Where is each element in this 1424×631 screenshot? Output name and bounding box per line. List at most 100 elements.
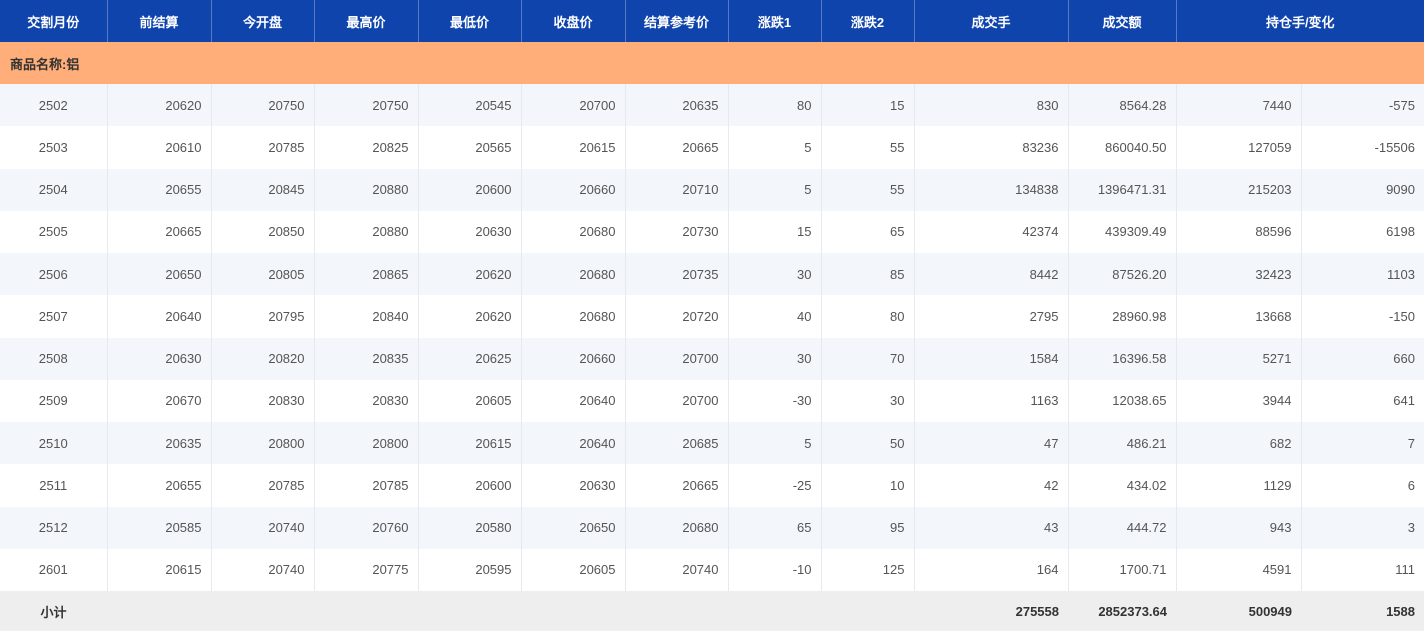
table-cell: 2503: [0, 126, 108, 169]
empty-cell: [728, 591, 821, 631]
table-cell: 641: [1301, 379, 1424, 422]
table-cell: 1103: [1301, 253, 1424, 296]
column-header[interactable]: 最高价: [314, 0, 419, 42]
table-row: 2508 20630 20820 20835 20625 20660 20700 30 70 15…: [0, 337, 1424, 380]
table-cell: 20680: [521, 295, 626, 338]
table-cell: 20835: [314, 337, 419, 380]
table-cell: 3944: [1176, 379, 1302, 422]
table-cell: 1129: [1176, 464, 1302, 507]
table-cell: 20630: [521, 464, 626, 507]
table-row: 2601 20615 20740 20775 20595 20605 20740 -10 125…: [0, 548, 1424, 591]
table-cell: 95: [821, 506, 915, 549]
empty-cell: [107, 591, 211, 631]
table-cell: 20625: [418, 337, 522, 380]
table-cell: 486.21: [1068, 422, 1177, 465]
table-cell: 20880: [314, 168, 419, 211]
table-cell: 20605: [418, 379, 522, 422]
table-cell: 65: [821, 210, 915, 253]
table-cell: 444.72: [1068, 506, 1177, 549]
empty-cell: [211, 591, 314, 631]
table-cell: 5: [728, 422, 822, 465]
table-cell: 20740: [211, 506, 315, 549]
table-cell: 2511: [0, 464, 108, 507]
table-cell: 20720: [625, 295, 729, 338]
table-cell: 13668: [1176, 295, 1302, 338]
column-header[interactable]: 今开盘: [211, 0, 315, 42]
table-cell: 1584: [914, 337, 1069, 380]
subtotal-open-interest: 500949: [1176, 591, 1301, 631]
table-cell: 5: [728, 168, 822, 211]
table-cell: 20640: [521, 422, 626, 465]
empty-cell: [625, 591, 728, 631]
table-cell: 20805: [211, 253, 315, 296]
empty-cell: [418, 591, 521, 631]
table-cell: 2601: [0, 548, 108, 591]
table-cell: 20640: [107, 295, 212, 338]
table-row: 2505 20665 20850 20880 20630 20680 20730 15 65 42…: [0, 210, 1424, 253]
table-cell: 20580: [418, 506, 522, 549]
column-header[interactable]: 涨跌2: [821, 0, 915, 42]
table-cell: 20820: [211, 337, 315, 380]
column-header[interactable]: 持仓手/变化: [1176, 0, 1424, 42]
subtotal-row: 小计 275558 2852373.64 500949 1588: [0, 591, 1424, 631]
table-cell: 682: [1176, 422, 1302, 465]
table-cell: 42374: [914, 210, 1069, 253]
table-cell: 20685: [625, 422, 729, 465]
table-cell: 20660: [521, 168, 626, 211]
table-cell: 2506: [0, 253, 108, 296]
table-cell: 80: [728, 84, 822, 127]
table-cell: 20600: [418, 464, 522, 507]
table-cell: -30: [728, 379, 822, 422]
table-cell: 20635: [625, 84, 729, 127]
table-cell: 2507: [0, 295, 108, 338]
table-cell: 943: [1176, 506, 1302, 549]
table-cell: 1163: [914, 379, 1069, 422]
table-cell: 1396471.31: [1068, 168, 1177, 211]
table-cell: 20800: [211, 422, 315, 465]
table-row: 2509 20670 20830 20830 20605 20640 20700 -30 30 1…: [0, 379, 1424, 422]
column-header[interactable]: 结算参考价: [625, 0, 729, 42]
table-cell: 20865: [314, 253, 419, 296]
table-cell: 20750: [211, 84, 315, 127]
column-header[interactable]: 涨跌1: [728, 0, 822, 42]
table-cell: 20710: [625, 168, 729, 211]
column-header[interactable]: 交割月份: [0, 0, 108, 42]
table-cell: 20750: [314, 84, 419, 127]
table-cell: 20730: [625, 210, 729, 253]
table-cell: 28960.98: [1068, 295, 1177, 338]
table-cell: 20775: [314, 548, 419, 591]
table-row: 2511 20655 20785 20785 20600 20630 20665 -25 10 4…: [0, 464, 1424, 507]
column-header[interactable]: 收盘价: [521, 0, 626, 42]
table-cell: 20785: [211, 126, 315, 169]
table-cell: 1700.71: [1068, 548, 1177, 591]
table-cell: 20665: [625, 464, 729, 507]
table-cell: 860040.50: [1068, 126, 1177, 169]
table-cell: 5: [728, 126, 822, 169]
table-cell: 20680: [625, 506, 729, 549]
column-header[interactable]: 成交额: [1068, 0, 1177, 42]
column-header[interactable]: 最低价: [418, 0, 522, 42]
table-cell: 55: [821, 168, 915, 211]
table-cell: 20785: [211, 464, 315, 507]
table-cell: 15: [821, 84, 915, 127]
table-cell: 8564.28: [1068, 84, 1177, 127]
column-header[interactable]: 成交手: [914, 0, 1069, 42]
table-cell: 164: [914, 548, 1069, 591]
table-cell: 20700: [521, 84, 626, 127]
column-header[interactable]: 前结算: [107, 0, 212, 42]
table-cell: 20655: [107, 168, 212, 211]
table-cell: 2505: [0, 210, 108, 253]
table-cell: 20620: [107, 84, 212, 127]
table-cell: 80: [821, 295, 915, 338]
table-cell: 20635: [107, 422, 212, 465]
table-cell: 20800: [314, 422, 419, 465]
table-cell: 4591: [1176, 548, 1302, 591]
table-cell: -575: [1301, 84, 1424, 127]
table-cell: 88596: [1176, 210, 1302, 253]
table-cell: 40: [728, 295, 822, 338]
table-cell: 10: [821, 464, 915, 507]
table-cell: 2508: [0, 337, 108, 380]
table-cell: 47: [914, 422, 1069, 465]
table-cell: 215203: [1176, 168, 1302, 211]
